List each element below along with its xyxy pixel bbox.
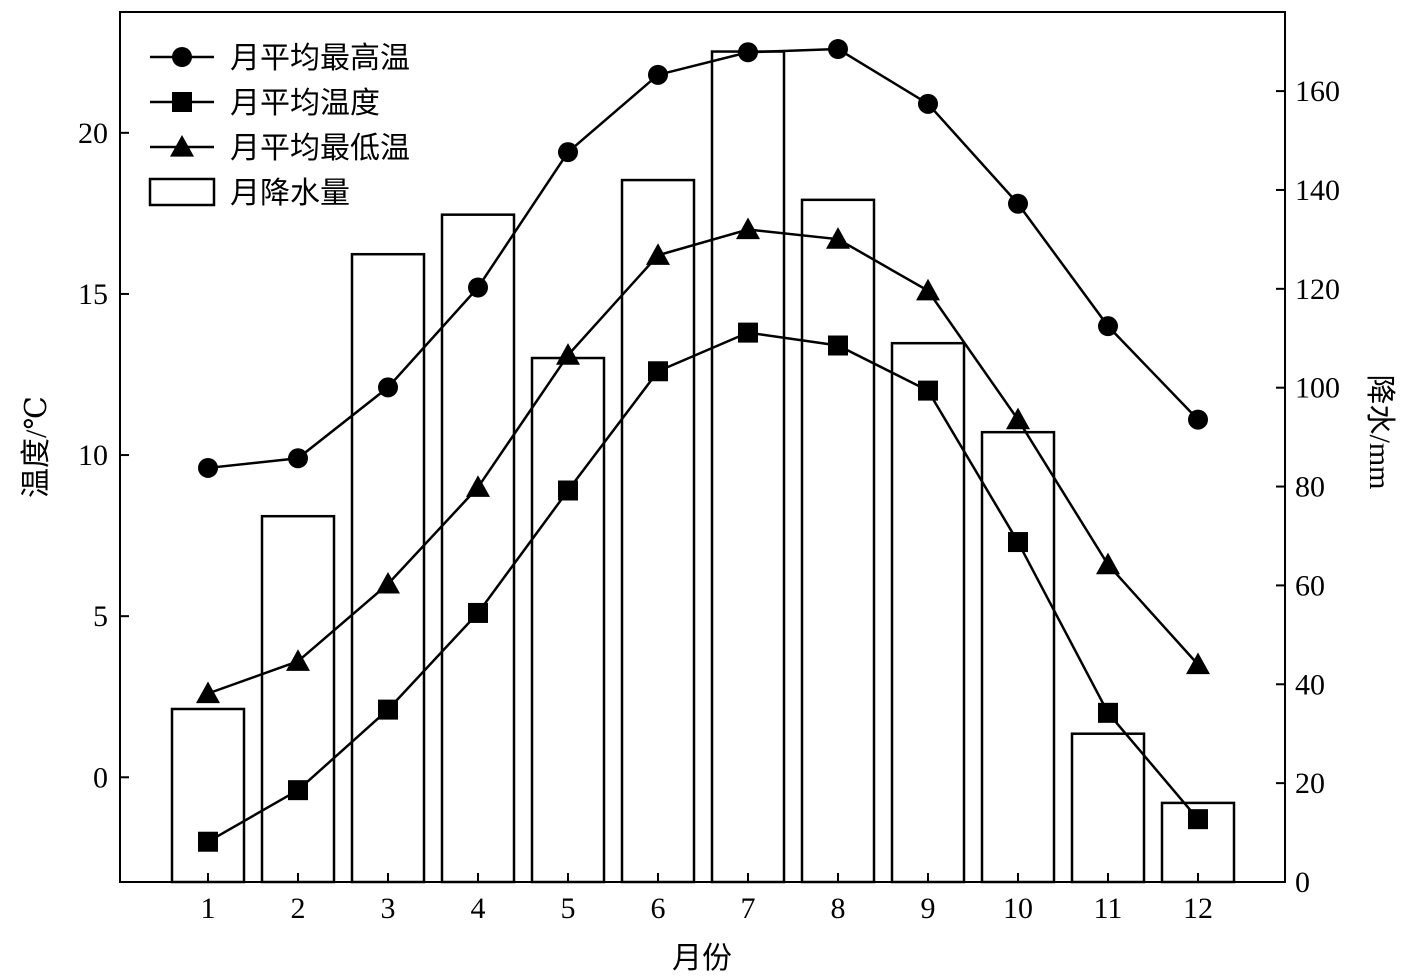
point-circle xyxy=(1008,193,1028,214)
y-left-tick-label: 15 xyxy=(78,278,108,311)
point-triangle xyxy=(736,217,760,240)
axes: 1 2 3 4 5 6 7 8 9 10 11 120510152002040608010012014… xyxy=(78,75,1340,925)
point-circle xyxy=(1098,316,1118,337)
point-circle xyxy=(918,93,938,114)
legend-bar-swatch xyxy=(148,177,216,207)
x-tick-label: 2 xyxy=(291,892,306,925)
point-triangle xyxy=(286,649,310,671)
x-tick-label: 8 xyxy=(831,892,846,925)
y-right-tick-label: 0 xyxy=(1295,866,1310,899)
point-triangle xyxy=(376,571,400,594)
x-tick-label: 7 xyxy=(741,892,756,925)
point-triangle xyxy=(646,243,670,265)
point-circle xyxy=(648,64,668,85)
legend-label: 月降水量 xyxy=(230,177,350,210)
point-triangle xyxy=(556,343,580,365)
point-square xyxy=(468,602,488,623)
y-left-tick-label: 0 xyxy=(93,761,108,794)
plot-frame xyxy=(119,11,1286,883)
point-square xyxy=(648,361,668,382)
point-square xyxy=(918,380,938,401)
x-tick-label: 4 xyxy=(471,892,486,925)
legend-label: 月平均最高温 xyxy=(230,42,410,75)
point-circle xyxy=(1188,409,1208,430)
precipitation-bar xyxy=(890,341,966,884)
y-right-tick-label: 140 xyxy=(1295,174,1340,207)
legend-marker-triangle xyxy=(170,135,194,157)
legend-marker-circle xyxy=(172,47,192,67)
precipitation-bar xyxy=(620,178,696,884)
y-right-tick-label: 60 xyxy=(1295,569,1325,602)
point-square xyxy=(198,831,218,852)
precipitation-bar xyxy=(980,430,1056,884)
point-triangle xyxy=(1096,552,1120,575)
y-left-tick-label: 5 xyxy=(93,600,108,633)
x-tick-label: 5 xyxy=(561,892,576,925)
y-right-tick-label: 20 xyxy=(1295,767,1325,800)
y-right-tick-label: 160 xyxy=(1295,75,1340,108)
point-square xyxy=(1008,532,1028,553)
precipitation-bar xyxy=(170,707,246,884)
point-circle xyxy=(378,377,398,398)
x-tick-label: 11 xyxy=(1094,892,1123,925)
precipitation-bar xyxy=(1070,732,1146,884)
precipitation-bar xyxy=(260,514,336,884)
precipitation-bar xyxy=(800,198,876,884)
x-tick-label: 1 xyxy=(201,892,216,925)
point-circle xyxy=(288,448,308,469)
y-left-tick-label: 20 xyxy=(78,117,108,150)
precipitation-bar xyxy=(530,356,606,884)
series-line-square xyxy=(207,331,1199,843)
y-right-tick-label: 40 xyxy=(1295,668,1325,701)
precipitation-bar xyxy=(710,50,786,884)
point-circle xyxy=(468,277,488,298)
y-right-tick-label: 80 xyxy=(1295,471,1325,504)
y-right-tick-label: 100 xyxy=(1295,372,1340,405)
point-square xyxy=(1188,809,1208,830)
point-square xyxy=(828,335,848,356)
point-triangle xyxy=(1006,407,1030,430)
x-tick-label: 9 xyxy=(921,892,936,925)
point-square xyxy=(288,780,308,801)
point-square xyxy=(558,480,578,501)
point-square xyxy=(1098,702,1118,723)
legend-label: 月平均最低温 xyxy=(230,132,410,165)
point-triangle xyxy=(1186,652,1210,675)
point-triangle xyxy=(196,681,220,704)
legend-marker-square xyxy=(172,92,192,112)
y-axis-right-title: 降水/mm xyxy=(1363,374,1396,489)
x-tick-label: 3 xyxy=(381,892,396,925)
series-line-triangle xyxy=(207,228,1199,695)
point-triangle xyxy=(466,475,490,497)
y-right-tick-label: 120 xyxy=(1295,273,1340,306)
point-triangle xyxy=(916,278,940,301)
point-circle xyxy=(828,39,848,60)
point-triangle xyxy=(826,227,850,249)
precipitation-bar xyxy=(350,252,426,884)
point-square xyxy=(738,322,758,343)
point-square xyxy=(378,699,398,720)
precipitation-bars xyxy=(170,50,1236,884)
x-tick-label: 10 xyxy=(1003,892,1033,925)
series-line-circle xyxy=(207,47,1199,470)
x-tick-label: 12 xyxy=(1183,892,1213,925)
point-circle xyxy=(198,457,218,478)
x-tick-label: 6 xyxy=(651,892,666,925)
legend-label: 月平均温度 xyxy=(230,87,380,120)
point-circle xyxy=(738,42,758,63)
x-axis-title: 月份 xyxy=(672,942,732,975)
y-axis-left-title: 温度/℃ xyxy=(20,396,53,498)
precipitation-bar xyxy=(440,213,516,884)
temperature-lines xyxy=(196,39,1210,852)
point-circle xyxy=(558,142,578,163)
y-left-tick-label: 10 xyxy=(78,439,108,472)
